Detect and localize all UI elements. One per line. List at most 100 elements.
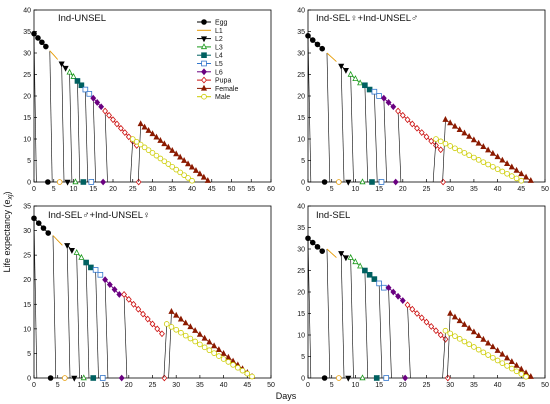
data-point (211, 342, 218, 349)
drop-line (397, 111, 402, 183)
series-l6 (90, 94, 107, 186)
data-point (185, 175, 191, 181)
data-point (92, 267, 99, 273)
data-point (504, 170, 510, 177)
legend-swatch-marker (200, 36, 208, 43)
data-point (489, 149, 496, 156)
data-point (173, 311, 180, 318)
zero-point (359, 374, 366, 381)
data-point (70, 72, 77, 79)
data-point (110, 116, 116, 124)
data-point (235, 364, 241, 371)
zero-point (378, 179, 385, 185)
data-point (466, 341, 472, 348)
data-point (494, 153, 501, 160)
data-point (177, 153, 184, 160)
y-tick-label: 20 (23, 277, 31, 284)
data-point (35, 35, 41, 41)
data-point (409, 305, 416, 313)
zero-point (321, 375, 328, 381)
data-point (461, 150, 468, 156)
data-point (201, 334, 208, 341)
drop-line (307, 238, 312, 379)
series-l3 (347, 253, 366, 381)
data-point (220, 349, 227, 356)
data-point (442, 140, 449, 147)
data-point (163, 321, 170, 327)
series-egg (305, 32, 328, 185)
data-point (442, 327, 449, 334)
series-l1 (52, 235, 68, 381)
data-point (466, 132, 473, 139)
series-l5 (376, 280, 390, 381)
x-tick-label: 20 (399, 186, 407, 193)
data-point (169, 146, 176, 153)
data-point (518, 177, 525, 184)
drop-line (104, 111, 108, 183)
chart-panel-1: 0 5 10 15 20 25 30 35 40 45 50 55 60 0 5 10 15 20 25 30 35 40… (23, 8, 275, 194)
data-point (182, 319, 189, 326)
x-tick-label: 30 (172, 382, 180, 389)
legend-label: Male (215, 94, 230, 101)
x-tick-label: 45 (517, 186, 525, 193)
data-point (173, 326, 180, 333)
data-point (40, 225, 47, 231)
x-tick-label: 10 (352, 382, 360, 389)
series-l3 (347, 70, 366, 185)
data-point (504, 160, 511, 166)
data-point (437, 146, 444, 154)
zero-point (444, 374, 451, 382)
data-point (220, 356, 227, 362)
x-tick-label: 25 (129, 186, 137, 193)
x-tick-label: 15 (375, 382, 383, 389)
rise-line (168, 311, 172, 379)
data-point (494, 357, 501, 364)
y-tick-label: 35 (23, 204, 31, 211)
y-tick-label: 20 (23, 94, 31, 101)
drop-line (407, 304, 411, 379)
data-point (499, 360, 506, 366)
data-point (485, 146, 492, 153)
y-tick-label: 20 (297, 290, 305, 297)
data-point (447, 119, 454, 126)
series-pupa (395, 107, 447, 186)
data-point (39, 39, 45, 46)
drop-line (69, 72, 73, 183)
data-point (125, 295, 132, 303)
data-point (206, 338, 213, 345)
series-l6 (380, 94, 399, 186)
data-point (513, 175, 520, 182)
data-point (165, 143, 172, 150)
data-point (165, 161, 172, 167)
data-point (390, 103, 397, 111)
data-point (130, 300, 137, 308)
series-l4 (362, 82, 375, 185)
y-axis-label: Life expectancy (exj) (2, 191, 14, 272)
x-tick-label: 50 (228, 186, 236, 193)
y-tick-label: 15 (297, 311, 305, 318)
data-point (447, 309, 454, 316)
data-point (485, 352, 491, 358)
y-tick-label: 35 (297, 225, 305, 232)
rise-line (447, 313, 451, 379)
chart-panel-2: 0 5 10 15 20 25 30 35 40 45 50 0 5 10 15 20 25 30 35 40 Ind-… (297, 8, 549, 194)
data-point (423, 318, 430, 326)
data-point (475, 332, 482, 339)
data-point (62, 65, 69, 72)
zero-point (402, 374, 409, 382)
x-tick-label: 20 (125, 382, 133, 389)
panel-title: Ind-UNSEL (58, 13, 106, 24)
drop-line (326, 248, 331, 379)
legend-label: L5 (215, 61, 223, 68)
legend-entry-pupa: Pupa (197, 76, 231, 85)
y-tick-label: 10 (23, 326, 31, 333)
zero-point (64, 179, 71, 186)
y-tick-label: 15 (297, 115, 305, 122)
data-point (64, 243, 71, 249)
data-point (494, 166, 501, 172)
data-point (380, 94, 387, 102)
legend-entry-l6: L6 (197, 68, 223, 76)
data-point (168, 324, 175, 330)
data-point (342, 68, 349, 74)
data-point (433, 136, 439, 142)
